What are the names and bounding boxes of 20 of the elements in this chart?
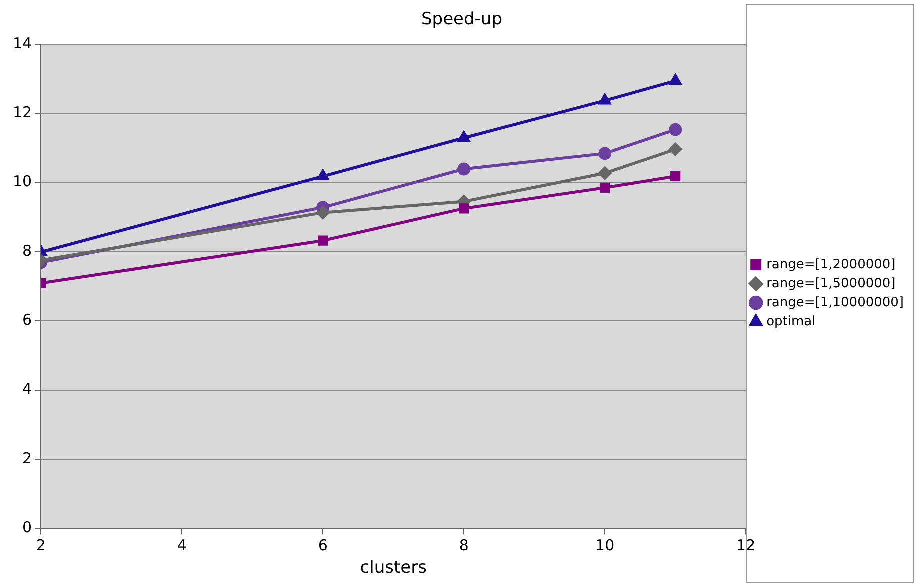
x-tick-label: 10 [596,536,615,554]
y-tick-label: 4 [22,380,32,398]
y-tick-label: 10 [12,172,32,191]
legend-label: optimal [766,314,816,330]
legend-label: range=[1,2000000] [766,257,896,272]
y-tick-label: 8 [22,242,32,260]
legend-label: range=[1,5000000] [766,276,896,292]
x-tick-label: 2 [36,536,46,554]
x-tick-label: 4 [177,536,187,554]
y-tick-label: 2 [22,449,32,468]
y-tick-label: 6 [22,310,32,329]
x-tick-label: 8 [459,536,469,554]
y-tick-label: 14 [12,34,32,52]
x-axis-title: clusters [360,558,428,578]
legend-label: range=[1,10000000] [766,295,904,310]
x-tick-label: 12 [736,536,756,554]
y-tick-label: 0 [22,518,32,536]
chart-title: Speed-up [422,10,502,30]
y-tick-label: 12 [12,103,32,122]
x-tick-label: 6 [318,536,328,554]
